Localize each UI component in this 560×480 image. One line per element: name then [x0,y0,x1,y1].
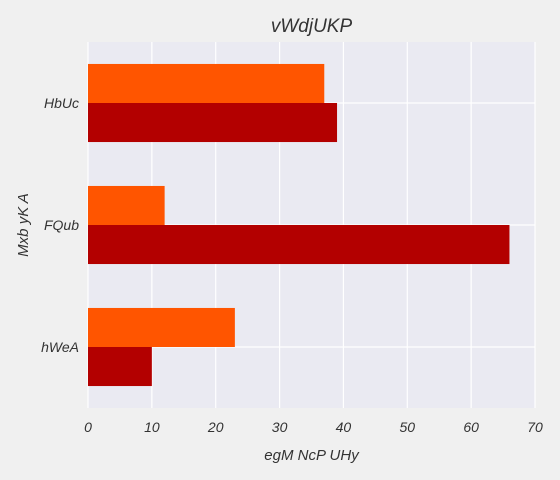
x-tick-label: 70 [527,419,543,435]
x-axis-label: egM NcP UHy [264,447,360,464]
x-tick-label: 0 [84,419,92,435]
x-tick-label: 20 [207,419,224,435]
bar-HbUc-series-1 [88,103,338,143]
bar-HbUc-series-2 [88,63,325,103]
y-tick-labels: hWeA FQub HbUc [41,95,79,355]
y-axis-label: Mxb yK A [15,193,32,257]
x-tick-label: 60 [463,419,479,435]
y-tick-label: hWeA [41,339,79,355]
x-tick-label: 50 [399,419,415,435]
bar-hWeA-series-1 [88,347,152,387]
x-tick-label: 40 [336,419,352,435]
bar-FQub-series-2 [88,185,165,225]
bar-FQub-series-1 [88,225,510,265]
x-tick-label: 30 [272,419,288,435]
y-tick-label: HbUc [44,95,79,111]
bar-hWeA-series-2 [88,307,235,347]
x-tick-labels: 0 10 20 30 40 50 60 70 [84,419,543,435]
x-tick-label: 10 [144,419,160,435]
bars [88,63,510,387]
y-tick-label: FQub [44,217,79,233]
chart-title: vWdjUKP [271,16,353,37]
